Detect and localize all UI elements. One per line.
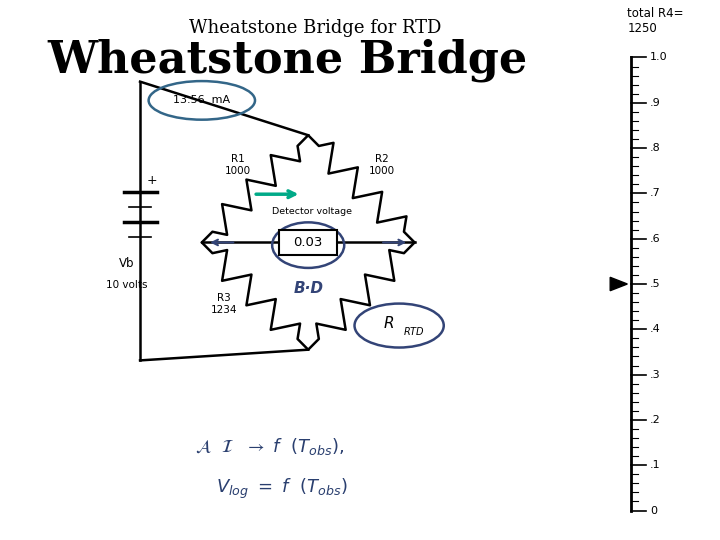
Text: 1.0: 1.0: [650, 52, 667, 63]
Text: .5: .5: [650, 279, 661, 289]
Text: +: +: [147, 174, 158, 187]
Text: $\mathit{R}$: $\mathit{R}$: [383, 315, 395, 331]
Text: .8: .8: [650, 143, 661, 153]
Text: total R4=
1250: total R4= 1250: [627, 7, 684, 35]
Text: B·D: B·D: [293, 280, 323, 295]
Bar: [279, 230, 338, 255]
Text: $\mathcal{A}$  $\mathcal{I}$  $\mathcal{\rightarrow}$ $\mathit{f}$  $(\mathit{T_: $\mathcal{A}$ $\mathcal{I}$ $\mathcal{\r…: [195, 436, 345, 457]
Text: $\mathit{RTD}$: $\mathit{RTD}$: [403, 325, 425, 337]
Text: Vb: Vb: [119, 258, 134, 271]
Text: .3: .3: [650, 369, 661, 380]
Text: Detector voltage: Detector voltage: [271, 207, 351, 216]
Text: .7: .7: [650, 188, 661, 198]
Text: .2: .2: [650, 415, 661, 425]
Text: .6: .6: [650, 234, 661, 244]
Text: .9: .9: [650, 98, 661, 108]
Text: 0: 0: [650, 505, 657, 516]
Text: .4: .4: [650, 325, 661, 334]
Text: 0.03: 0.03: [294, 236, 323, 249]
Text: Wheatstone Bridge: Wheatstone Bridge: [48, 38, 528, 82]
Text: R3
1234: R3 1234: [211, 293, 238, 315]
Text: R2
1000: R2 1000: [369, 153, 395, 176]
Text: $\mathit{V_{log}}$ $=$ $\mathit{f}$  $(\mathit{T_{obs}})$: $\mathit{V_{log}}$ $=$ $\mathit{f}$ $(\m…: [215, 477, 347, 501]
Polygon shape: [610, 278, 627, 291]
Text: 10 volts: 10 volts: [106, 280, 147, 291]
Text: Wheatstone Bridge for RTD: Wheatstone Bridge for RTD: [189, 19, 441, 37]
Text: .1: .1: [650, 460, 661, 470]
Text: 13.56  mA: 13.56 mA: [174, 96, 230, 105]
Text: R1
1000: R1 1000: [225, 153, 251, 176]
